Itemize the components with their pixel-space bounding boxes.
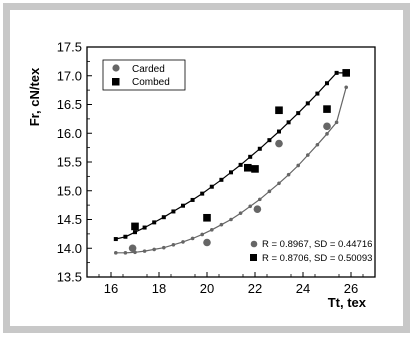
combed-fit-marker (133, 230, 137, 235)
combed-fit-marker (142, 225, 147, 230)
annotation-carded-marker (250, 240, 258, 248)
combed-data-point (342, 69, 350, 77)
legend: Carded Combed (102, 59, 186, 91)
y-tick-label: 16.0 (57, 126, 82, 141)
carded-fit-marker (267, 189, 272, 194)
x-tick-label: 24 (296, 281, 310, 296)
combed-fit-marker (171, 209, 176, 214)
combed-fit-marker (200, 191, 205, 196)
combed-fit-marker (209, 184, 214, 189)
carded-fit-marker (306, 153, 310, 157)
y-axis-title: Fr, cN/tex (27, 67, 42, 126)
chart-frame (3, 3, 410, 333)
carded-fit-marker (142, 249, 147, 253)
y-tick-label: 14.5 (57, 212, 82, 227)
carded-fit-marker (277, 181, 281, 186)
carded-fit-marker (152, 247, 156, 252)
annotation-carded-text: R = 0.8967, SD = 0.44716 (262, 239, 372, 250)
carded-fit-marker (162, 245, 166, 250)
combed-fit-marker (181, 203, 185, 208)
x-tick-label: 16 (104, 281, 118, 296)
combed-fit-marker (238, 162, 243, 167)
carded-fit-marker (334, 120, 339, 125)
carded-fit-marker (219, 222, 224, 227)
carded-fit-marker (325, 132, 329, 136)
combed-fit-marker (277, 129, 281, 134)
combed-data-point (203, 213, 211, 222)
data-points (128, 69, 350, 253)
combed-fit-marker (286, 120, 291, 125)
carded-fit-marker (258, 197, 262, 202)
combed-fit-marker (229, 170, 233, 175)
y-tick-label: 15.0 (57, 183, 82, 198)
fit-lines (113, 70, 349, 255)
y-tick-label: 14.0 (57, 241, 82, 256)
carded-data-point (323, 122, 331, 131)
carded-fit-line (115, 87, 347, 254)
y-tick-label: 13.5 (57, 270, 82, 285)
combed-fit-marker (315, 91, 320, 96)
y-tick-label: 16.5 (57, 97, 82, 112)
legend-combed-marker (112, 78, 120, 86)
carded-fit-marker (286, 172, 291, 177)
carded-fit-marker (200, 232, 204, 237)
x-tick-label: 20 (200, 281, 214, 296)
x-axis-title: Tt, tex (328, 295, 367, 310)
carded-fit-marker (315, 142, 320, 147)
legend-carded-marker (112, 64, 120, 72)
carded-fit-marker (123, 251, 128, 255)
combed-fit-marker (325, 81, 329, 86)
combed-fit-marker (219, 177, 224, 182)
carded-fit-marker (344, 85, 349, 90)
y-tick-label: 17.5 (57, 40, 82, 55)
legend-combed-label: Combed (132, 77, 170, 88)
carded-fit-marker (210, 228, 214, 232)
fit-statistics: R = 0.8967, SD = 0.44716 R = 0.8706, SD … (250, 239, 372, 264)
carded-fit-marker (190, 236, 195, 241)
carded-fit-marker (171, 243, 176, 247)
y-tick-label: 15.5 (57, 155, 82, 170)
combed-data-point (131, 222, 139, 231)
carded-data-point (203, 238, 211, 247)
annotation-combed-marker (250, 254, 257, 261)
axes: 16 18 20 22 24 26 13.5 14.0 14.5 15.0 15.5 16.0 16.5… (57, 40, 376, 296)
combed-fit-marker (305, 101, 310, 106)
carded-data-point (275, 139, 283, 148)
combed-data-point (275, 106, 283, 115)
combed-data-point (251, 165, 259, 173)
combed-fit-line (115, 72, 347, 240)
annotation-combed-text: R = 0.8706, SD = 0.50093 (262, 253, 372, 264)
combed-fit-marker (161, 215, 166, 220)
carded-data-point (128, 244, 137, 253)
combed-fit-marker (296, 111, 301, 116)
carded-fit-marker (296, 163, 301, 168)
y-tick-label: 17.0 (57, 68, 82, 83)
carded-data-point (253, 205, 262, 213)
combed-data-point (323, 105, 331, 113)
carded-fit-marker (238, 211, 243, 215)
carded-fit-marker (248, 204, 252, 209)
carded-fit-marker (114, 251, 118, 255)
combed-fit-marker (267, 138, 272, 143)
combed-fit-marker (334, 70, 339, 75)
carded-fit-marker (181, 240, 185, 244)
combed-fit-marker (113, 237, 118, 242)
combed-fit-marker (152, 220, 157, 225)
carded-fit-marker (229, 217, 233, 222)
combed-data-point (244, 163, 252, 172)
combed-fit-marker (190, 197, 195, 202)
combed-fit-marker (123, 234, 128, 239)
x-tick-label: 22 (248, 281, 262, 296)
x-tick-label: 26 (344, 281, 358, 296)
combed-fit-marker (248, 154, 253, 159)
x-tick-label: 18 (152, 281, 166, 296)
legend-carded-label: Carded (132, 64, 165, 75)
combed-fit-marker (257, 146, 262, 151)
